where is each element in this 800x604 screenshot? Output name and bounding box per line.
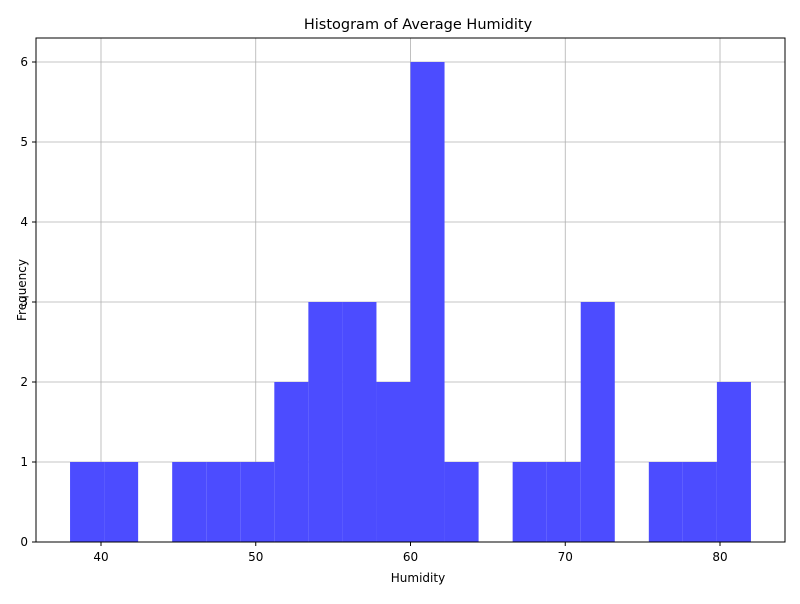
histogram-bar-19 [716, 382, 751, 542]
x-tick-label-4: 80 [712, 550, 727, 564]
histogram-bar-11 [444, 462, 479, 542]
y-tick-label-4: 4 [20, 215, 28, 229]
histogram-bar-13 [512, 462, 547, 542]
histogram-bar-9 [376, 382, 411, 542]
y-tick-label-1: 1 [20, 455, 28, 469]
x-tick-label-2: 60 [403, 550, 418, 564]
histogram-bar-8 [342, 302, 377, 542]
y-tick-label-0: 0 [20, 535, 28, 549]
histogram-bar-7 [308, 302, 343, 542]
histogram-bar-10 [410, 62, 445, 542]
histogram-bar-14 [546, 462, 581, 542]
y-tick-label-2: 2 [20, 375, 28, 389]
histogram-bar-1 [104, 462, 139, 542]
y-tick-label-6: 6 [20, 55, 28, 69]
histogram-bar-3 [172, 462, 207, 542]
histogram-bar-6 [274, 382, 309, 542]
y-axis-ticks: 0 1 2 3 4 5 6 [20, 55, 36, 549]
y-axis-title: Frequency [15, 259, 29, 321]
histogram-bar-5 [240, 462, 275, 542]
histogram-bar-17 [648, 462, 683, 542]
y-tick-label-5: 5 [20, 135, 28, 149]
chart-title: Histogram of Average Humidity [304, 17, 533, 33]
histogram-bar-15 [580, 302, 615, 542]
histogram-bar-0 [70, 462, 105, 542]
histogram-bars [70, 62, 751, 542]
histogram-bar-4 [206, 462, 241, 542]
x-axis-ticks: 40 50 60 70 80 [93, 542, 728, 564]
x-axis-title: Humidity [391, 571, 445, 585]
x-tick-label-0: 40 [93, 550, 108, 564]
x-tick-label-1: 50 [248, 550, 263, 564]
histogram-bar-18 [682, 462, 717, 542]
y-tick-label-3: 3 [20, 295, 28, 309]
x-tick-label-3: 70 [558, 550, 573, 564]
